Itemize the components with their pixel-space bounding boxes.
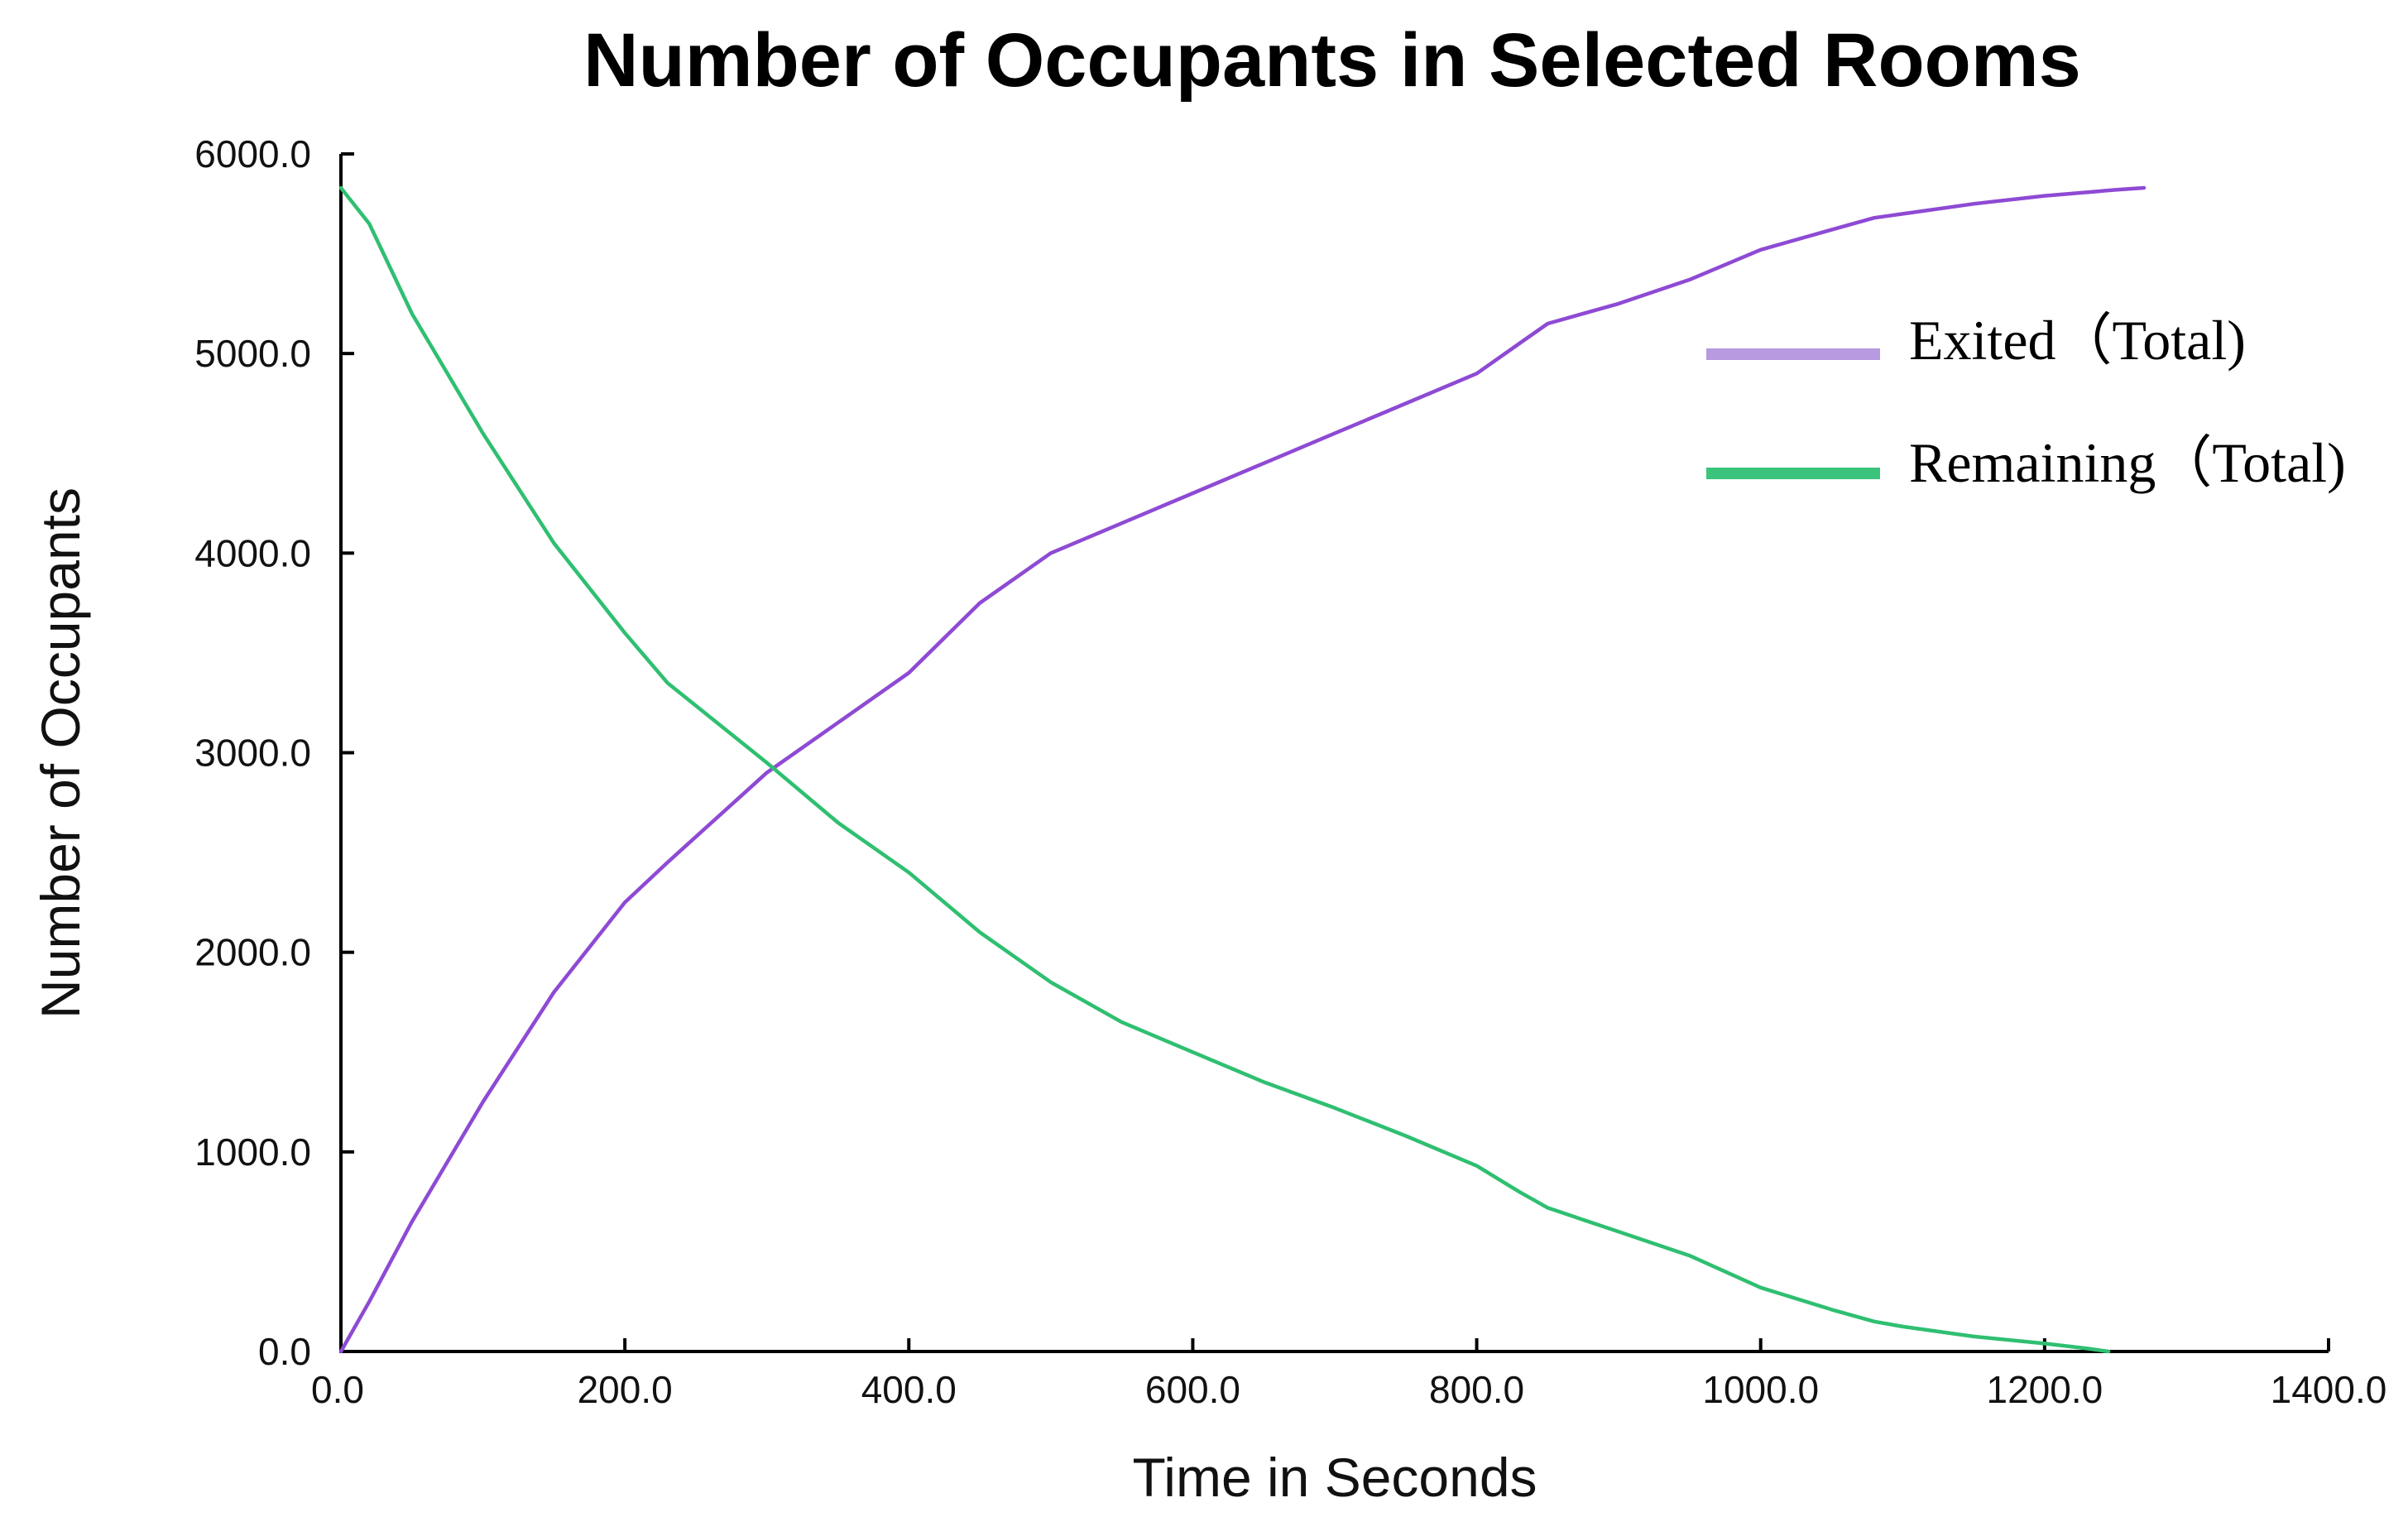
x-tick-label: 0.0 xyxy=(311,1368,364,1411)
exited-series-line xyxy=(338,185,2147,1354)
x-ticks: 0.0 200.0 400.0 600.0 800.0 1000.0 1200.0 1400.… xyxy=(311,1338,2386,1411)
y-tick-label: 0.0 xyxy=(258,1330,311,1373)
legend: Exited（Total) Remaining（Total) xyxy=(1706,309,2346,494)
remaining-series-line xyxy=(338,185,2111,1354)
y-tick-label: 1000.0 xyxy=(194,1131,311,1174)
chart-title: Number of Occupants in Selected Rooms xyxy=(583,18,2081,103)
x-tick-label: 800.0 xyxy=(1429,1368,1524,1411)
x-tick-label: 600.0 xyxy=(1145,1368,1240,1411)
y-tick-label: 5000.0 xyxy=(194,332,311,375)
x-tick-label: 400.0 xyxy=(861,1368,957,1411)
legend-label-remaining: Remaining（Total) xyxy=(1909,431,2346,494)
y-tick-label: 4000.0 xyxy=(194,531,311,574)
x-tick-label: 200.0 xyxy=(578,1368,673,1411)
y-ticks: 0.0 1000.0 2000.0 3000.0 4000.0 5000.0 6000.0 xyxy=(194,132,354,1373)
legend-label-exited: Exited（Total) xyxy=(1909,309,2246,372)
x-tick-label: 1200.0 xyxy=(1987,1368,2103,1411)
y-axis-label: Number of Occupants xyxy=(30,487,91,1019)
x-tick-label: 1400.0 xyxy=(2271,1368,2387,1411)
x-tick-label: 1000.0 xyxy=(1702,1368,1819,1411)
series-group xyxy=(338,185,2147,1354)
y-tick-label: 6000.0 xyxy=(194,132,311,175)
y-tick-label: 2000.0 xyxy=(194,931,311,974)
y-tick-label: 3000.0 xyxy=(194,732,311,775)
x-axis-label: Time in Seconds xyxy=(1132,1447,1537,1508)
